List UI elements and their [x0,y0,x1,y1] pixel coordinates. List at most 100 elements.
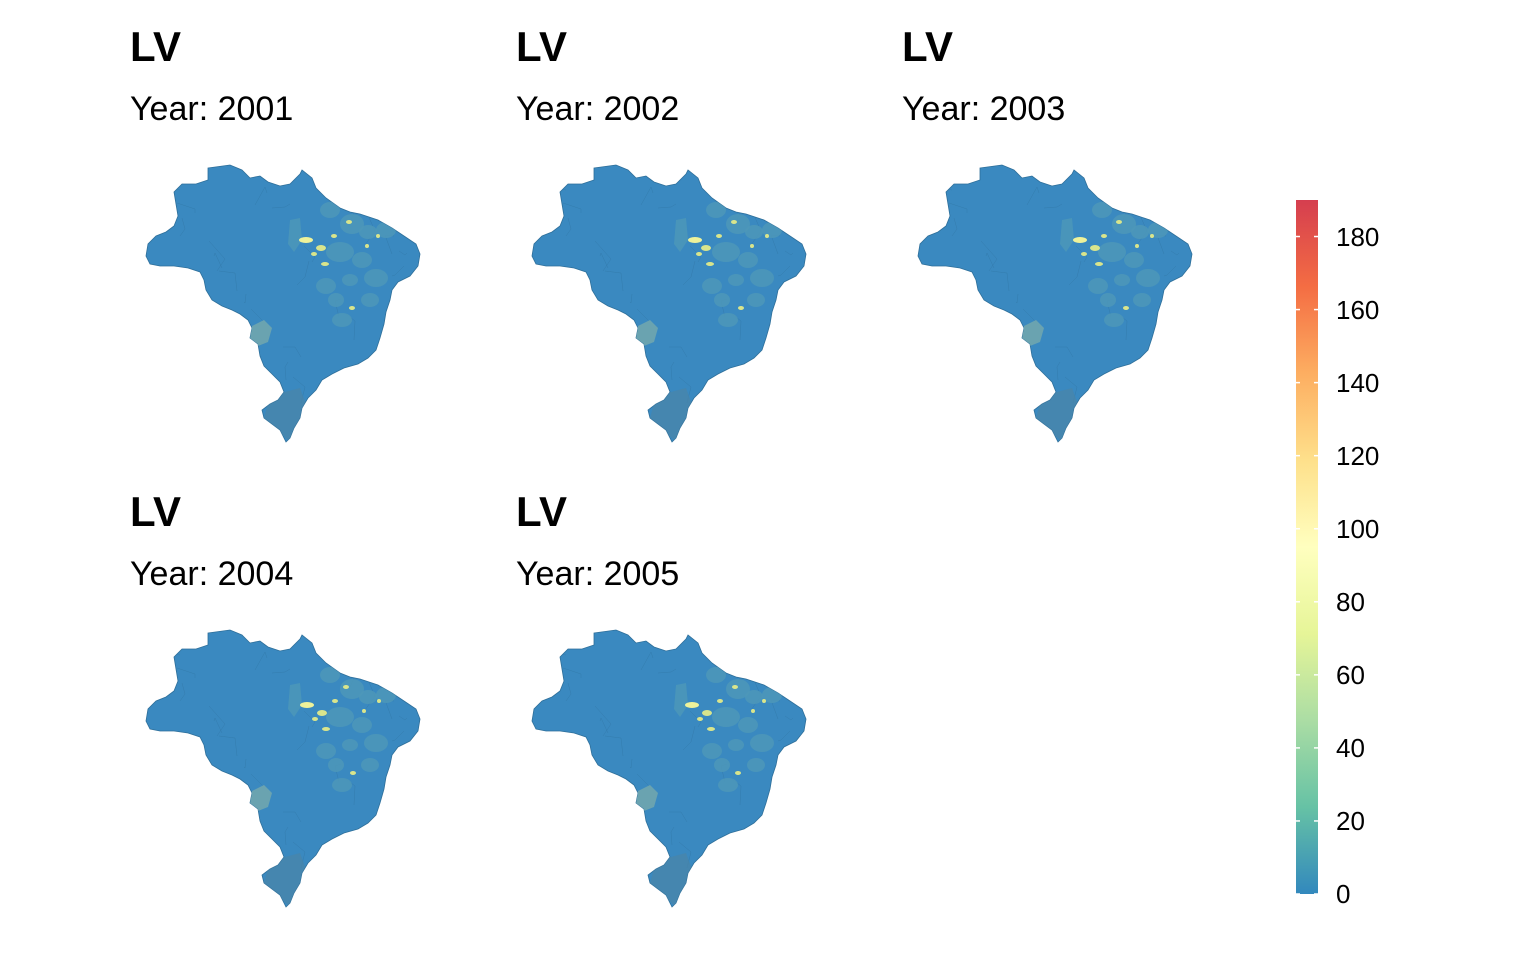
hotspot [321,262,329,266]
hotspot [322,727,330,731]
municipal-border [161,318,170,332]
northeast-patch [1133,293,1151,307]
northeast-patch [702,743,722,759]
hotspot [316,245,326,251]
hotspot [1123,306,1129,310]
hotspot [765,234,769,238]
northeast-patch [352,717,372,733]
municipal-border [562,667,582,678]
northeast-patch [726,679,750,699]
legend-tick-label: 60 [1336,659,1365,690]
northeast-patch [747,758,765,772]
municipal-border [657,203,677,209]
municipal-border [990,270,1010,292]
municipal-border [1015,293,1019,304]
municipal-border [509,620,531,630]
municipal-border [777,730,791,742]
municipal-border [693,399,707,418]
northeast-patch [1104,313,1124,327]
panel-2001: LV Year: 2001 [130,0,490,443]
pantanal-region [636,320,658,346]
hotspot [738,306,744,310]
panel-title: LV [130,23,182,70]
municipal-border [218,735,238,757]
municipal-border [969,371,988,390]
municipal-border [271,668,291,674]
municipal-border [303,245,316,263]
municipal-border [179,682,186,702]
panel-year-label: Year: 2005 [516,555,680,593]
northeast-patch [1136,269,1160,287]
south-region [650,853,694,907]
hotspot [349,306,355,310]
brazil-map [145,629,421,908]
hotspot [1081,252,1087,256]
northeast-patch [1092,202,1112,218]
municipal-border [190,821,196,835]
northeast-patch [1100,293,1116,307]
hotspot [735,771,741,775]
color-legend: 0 20 40 60 80 100 120 140 160 180 [1296,200,1416,907]
panel-year-label: Year: 2003 [902,90,1066,128]
municipal-border [1004,425,1008,442]
panel-2002: LV Year: 2002 [516,0,876,443]
panel-2005: LV Year: 2005 [516,465,876,908]
municipal-border [615,874,635,886]
municipal-border [417,884,420,907]
northeast-patch [332,313,352,327]
northeast-patch [1112,214,1136,234]
municipal-border [541,298,562,309]
municipal-border [541,763,562,774]
municipality-regions [509,620,806,907]
panel-title: LV [902,23,954,70]
municipal-border [594,240,612,272]
hotspot [350,771,356,775]
legend-tick-label: 120 [1336,440,1380,471]
municipal-border [208,705,226,737]
municipal-border [599,717,609,734]
legend-tick-label: 160 [1336,294,1380,325]
northeast-patch [326,242,354,262]
brazil-map [917,164,1193,443]
municipal-border [629,293,633,304]
hotspot [717,699,723,703]
municipal-border [784,715,794,721]
northeast-patch [706,667,726,683]
municipal-border [296,260,310,286]
legend-tick-label: 100 [1336,513,1380,544]
hotspot [697,717,703,721]
municipal-border [583,836,602,855]
municipal-border [179,217,186,237]
northeast-patch [332,778,352,792]
municipal-border [509,155,531,165]
municipal-border [629,758,633,769]
hotspot [696,252,702,256]
municipal-border [693,864,707,883]
hotspot [365,244,369,248]
municipal-border [254,186,268,206]
municipal-border [402,404,416,430]
hotspot [732,685,738,689]
municipal-border [573,806,593,832]
municipal-border [229,409,249,421]
municipal-border [307,399,321,418]
municipal-border [576,356,582,370]
municipal-border [398,715,408,721]
municipal-border [123,620,145,630]
hotspot [377,699,381,703]
northeast-patch [714,758,730,772]
municipal-border [176,202,196,213]
legend-tick-label: 0 [1336,879,1351,909]
municipality-regions [920,182,1192,442]
municipal-border [213,252,223,269]
para-region [288,683,302,717]
municipal-border [303,710,316,728]
pantanal-region [636,785,658,811]
municipal-border [640,186,654,206]
municipal-border [682,725,696,751]
municipal-border [761,816,772,840]
municipal-border [1026,186,1040,206]
northeast-patch [702,278,722,294]
brazil-map [531,629,807,908]
hotspot [299,237,313,243]
